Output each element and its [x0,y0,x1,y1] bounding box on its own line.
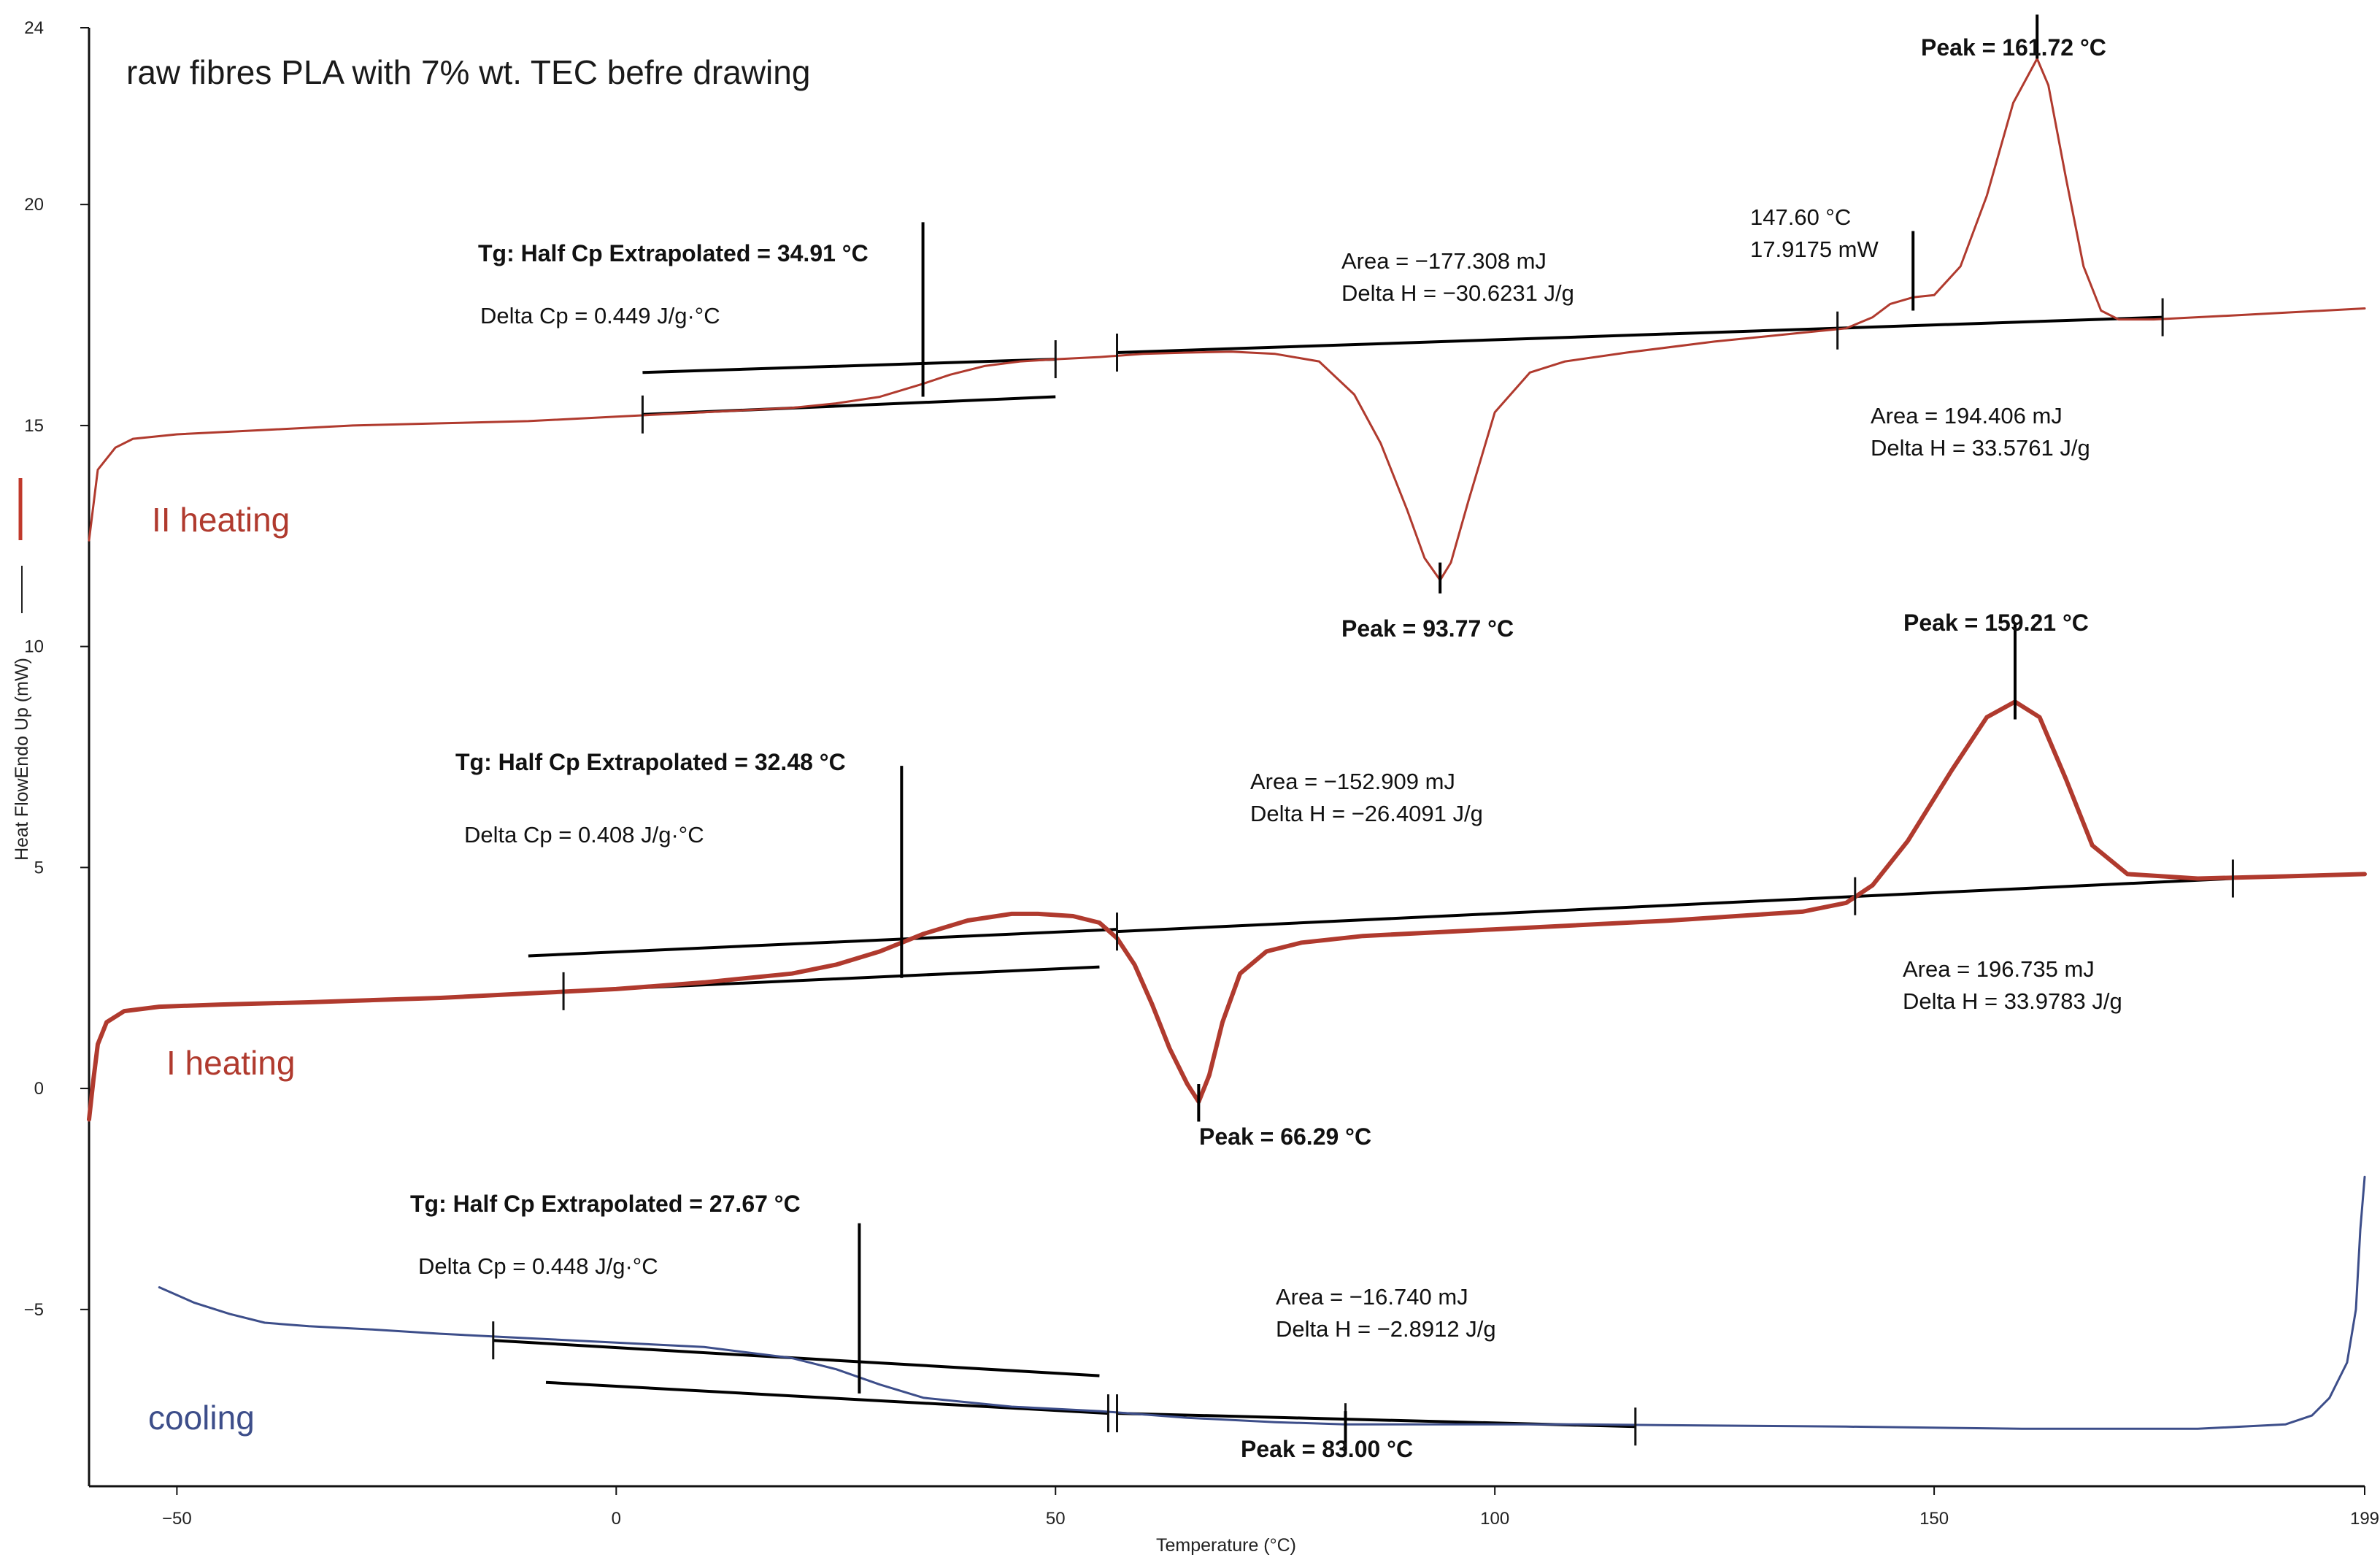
series-label-i-heating: I heating [166,1044,295,1082]
x-ticks: −50 0 50 100 150 199 [162,1486,2379,1529]
i-cold-area: Area = −152.909 mJ [1250,769,1455,794]
series-label-cooling: cooling [148,1399,255,1437]
baseline-line [545,1380,1109,1415]
y-tick-label: 0 [34,1079,44,1099]
series-line-i-heating [87,699,2367,1122]
y-tick-label: 5 [34,858,44,877]
i-tg-annotation: Tg: Half Cp Extrapolated = 32.48 °C [455,749,846,775]
ii-melt-peak: Peak = 161.72 °C [1921,34,2106,61]
ii-point-temperature: 147.60 °C [1750,204,1851,230]
ii-point-heat-flow: 17.9175 mW [1750,237,1879,262]
chart-title: raw fibres PLA with 7% wt. TEC befre dra… [126,53,810,91]
y-tick-label: 24 [24,18,44,38]
series-line-ii-heating [88,57,2366,582]
baseline-line [1117,315,2163,355]
ii-cold-delta-h: Delta H = −30.6231 J/g [1341,280,1574,306]
i-melt-delta-h: Delta H = 33.9783 J/g [1903,988,2122,1014]
y-axis-title: Heat FlowEndo Up (mW) [12,658,32,861]
i-cold-delta-h: Delta H = −26.4091 J/g [1250,801,1483,826]
ii-melt-area: Area = 194.406 mJ [1871,403,2063,428]
series-layer [87,57,2367,1430]
c-area: Area = −16.740 mJ [1276,1284,1468,1310]
series-line-cooling [158,1175,2366,1430]
marker-lines [858,14,2039,1451]
x-axis-title: Temperature (°C) [1156,1535,1296,1556]
series-label-ii-heating: II heating [152,501,290,539]
i-cold-peak: Peak = 66.29 °C [1199,1123,1371,1150]
x-tick-label: 199 [2350,1509,2379,1529]
ii-melt-delta-h: Delta H = 33.5761 J/g [1871,435,2090,461]
baseline-line [642,358,1056,374]
ii-cold-area: Area = −177.308 mJ [1341,248,1547,274]
c-tg-annotation: Tg: Half Cp Extrapolated = 27.67 °C [410,1191,801,1217]
x-tick-label: 100 [1480,1509,1509,1529]
i-delta-cp: Delta Cp = 0.408 J/g·°C [464,822,704,848]
baseline-line [528,928,1117,958]
c-peak: Peak = 83.00 °C [1241,1436,1413,1462]
y-tick-label: 20 [24,195,44,215]
baseline-line [1117,877,2233,934]
axes [88,28,2365,1488]
x-tick-label: 0 [612,1509,621,1529]
ii-tg-annotation: Tg: Half Cp Extrapolated = 34.91 °C [478,240,869,266]
i-melt-peak: Peak = 159.21 °C [1903,610,2089,636]
x-tick-label: 50 [1046,1509,1066,1529]
y-tick-label: 10 [24,637,44,657]
y-tick-label: 15 [24,416,44,436]
x-tick-label: −50 [162,1509,192,1529]
y-tick-label: −5 [24,1300,44,1320]
ii-delta-cp: Delta Cp = 0.449 J/g·°C [480,303,720,328]
c-delta-cp: Delta Cp = 0.448 J/g·°C [418,1253,658,1279]
y-ticks: −5 0 5 10 15 20 24 [24,18,89,1320]
i-melt-area: Area = 196.735 mJ [1903,956,2095,982]
x-tick-label: 150 [1919,1509,1949,1529]
c-delta-h: Delta H = −2.8912 J/g [1276,1316,1496,1342]
ii-cold-peak: Peak = 93.77 °C [1341,615,1514,642]
